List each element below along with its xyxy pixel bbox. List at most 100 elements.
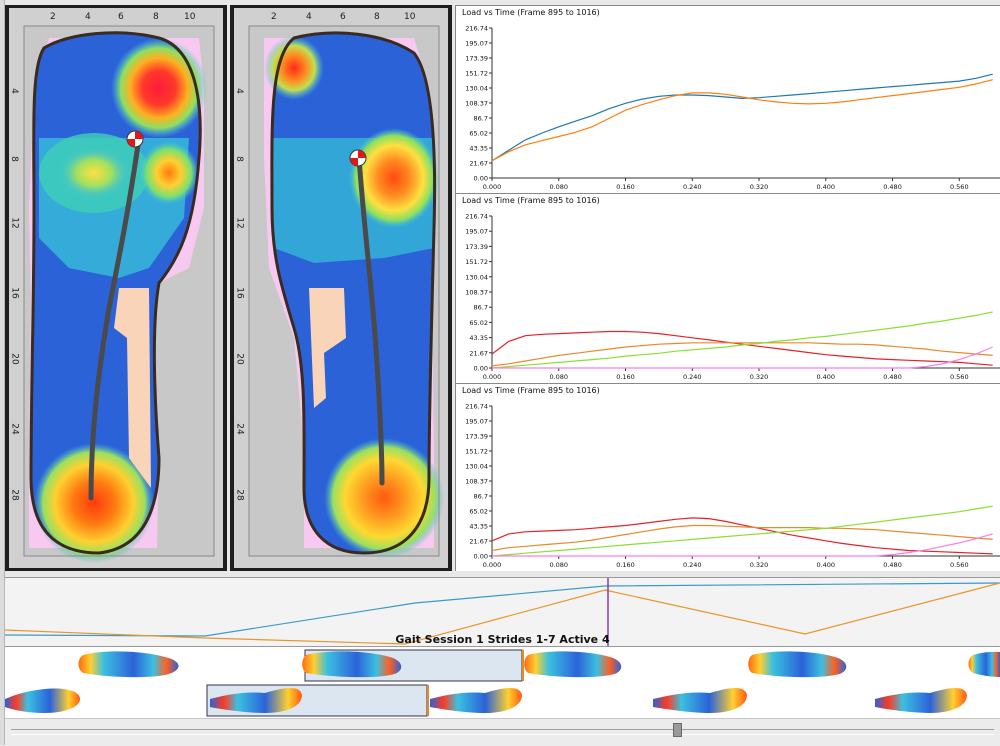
- right-foot-pressure-panel[interactable]: 2 4 6 8 10 4 8 12 16 20 24 28: [230, 5, 452, 571]
- y-tick-label: 130.04: [465, 273, 488, 281]
- y-tick-label: 86.7: [474, 304, 488, 312]
- x-tick-label: 0.000: [483, 561, 502, 569]
- timeline-scrollbar[interactable]: [5, 718, 1000, 746]
- left-foot-pressure-panel[interactable]: 2 4 6 8 10 4 8 12 16 20 24 28: [5, 5, 227, 571]
- x-tick-label: 4: [85, 12, 91, 22]
- stride-footprints: [5, 647, 1000, 719]
- left-foot-heatmap: [9, 8, 223, 568]
- graph-title: Load vs Time (Frame 895 to 1016): [462, 8, 600, 17]
- y-tick-label: 65.02: [469, 508, 488, 516]
- y-tick-label: 216.74: [465, 403, 488, 411]
- y-tick-label: 108.37: [465, 100, 488, 108]
- y-tick-label: 21.67: [469, 160, 488, 168]
- left-foot-canvas[interactable]: 2 4 6 8 10 4 8 12 16 20 24 28: [9, 8, 223, 568]
- x-tick-label: 0.560: [950, 183, 969, 191]
- x-tick-label: 0.080: [549, 561, 568, 569]
- x-tick-label: 0.000: [483, 183, 502, 191]
- y-tick-label: 24: [235, 423, 245, 434]
- stride-strip[interactable]: [5, 646, 1000, 719]
- y-tick-label: 151.72: [465, 448, 488, 456]
- load-graph-2[interactable]: Load vs Time (Frame 895 to 1016) 0.00 21.…: [455, 193, 1000, 383]
- x-tick-label: 0.480: [883, 561, 902, 569]
- graph-title: Load vs Time (Frame 895 to 1016): [462, 196, 600, 205]
- load-chart-2: 0.00 21.67 43.35 65.02 86.7 108.37 130.04 151.7…: [456, 194, 1000, 383]
- y-tick-label: 86.7: [474, 115, 488, 123]
- y-tick-label: 86.7: [474, 493, 488, 501]
- x-tick-label: 4: [306, 12, 312, 22]
- y-tick-label: 173.39: [465, 55, 488, 63]
- session-label: Gait Session 1 Strides 1-7 Active 4: [5, 633, 1000, 646]
- series-line: [492, 80, 993, 161]
- x-tick-label: 6: [340, 12, 346, 22]
- y-tick-label: 130.04: [465, 463, 488, 471]
- y-tick-label: 43.35: [469, 334, 488, 342]
- x-tick-label: 0.400: [816, 373, 835, 381]
- y-tick-label: 173.39: [465, 243, 488, 251]
- y-tick-label: 8: [234, 156, 244, 162]
- load-graph-1[interactable]: Load vs Time (Frame 895 to 1016) 0.00 21.…: [455, 5, 1000, 193]
- graph-title: Load vs Time (Frame 895 to 1016): [462, 386, 600, 395]
- series-line: [492, 347, 993, 368]
- y-tick-label: 24: [10, 423, 20, 434]
- right-foot-heatmap: [234, 8, 448, 568]
- scroll-thumb[interactable]: [673, 723, 682, 737]
- x-tick-label: 6: [118, 12, 124, 22]
- x-tick-label: 10: [404, 12, 415, 22]
- gait-timeline[interactable]: Gait Session 1 Strides 1-7 Active 4: [5, 577, 1000, 648]
- y-tick-label: 16: [10, 287, 20, 298]
- y-tick-label: 130.04: [465, 85, 488, 93]
- y-tick-label: 28: [235, 489, 245, 500]
- y-tick-label: 28: [10, 489, 20, 500]
- y-tick-label: 65.02: [469, 130, 488, 138]
- y-tick-label: 216.74: [465, 25, 488, 33]
- x-tick-label: 0.240: [683, 373, 702, 381]
- y-tick-label: 108.37: [465, 478, 488, 486]
- y-tick-label: 195.07: [465, 40, 488, 48]
- y-tick-label: 43.35: [469, 523, 488, 531]
- series-line: [492, 312, 993, 368]
- series-line: [492, 506, 993, 556]
- x-tick-label: 0.160: [616, 373, 635, 381]
- y-tick-label: 195.07: [465, 418, 488, 426]
- load-chart-3: 0.0021.6743.3565.0286.7108.37130.04151.7…: [456, 384, 1000, 571]
- x-tick-label: 8: [374, 12, 380, 22]
- y-tick-label: 4: [234, 88, 244, 94]
- y-tick-label: 0.00: [474, 553, 488, 561]
- x-tick-label: 0.480: [883, 373, 902, 381]
- x-tick-label: 0.080: [549, 183, 568, 191]
- series-line: [492, 343, 993, 366]
- y-tick-label: 0.00: [474, 175, 488, 183]
- x-tick-label: 0.320: [750, 373, 769, 381]
- scroll-track[interactable]: [11, 729, 994, 735]
- y-tick-label: 0.00: [474, 365, 488, 373]
- series-line: [492, 518, 993, 554]
- y-tick-label: 4: [9, 88, 19, 94]
- load-chart-1: 0.0021.6743.3565.0286.7108.37130.04151.7…: [456, 6, 1000, 193]
- y-tick-label: 151.72: [465, 258, 488, 266]
- series-line: [492, 534, 993, 556]
- stride-footprint: [79, 651, 1000, 677]
- y-tick-label: 21.67: [469, 349, 488, 357]
- x-tick-label: 0.480: [883, 183, 902, 191]
- x-tick-label: 0.240: [683, 183, 702, 191]
- x-tick-label: 0.000: [483, 373, 502, 381]
- x-tick-label: 0.160: [616, 183, 635, 191]
- x-tick-label: 0.160: [616, 561, 635, 569]
- y-tick-label: 20: [10, 353, 20, 364]
- y-tick-label: 108.37: [465, 289, 488, 297]
- series-line: [492, 526, 993, 551]
- x-tick-label: 8: [153, 12, 159, 22]
- right-foot-canvas[interactable]: 2 4 6 8 10 4 8 12 16 20 24 28: [234, 8, 448, 568]
- y-tick-label: 20: [235, 353, 245, 364]
- y-tick-label: 65.02: [469, 319, 488, 327]
- y-tick-label: 16: [235, 287, 245, 298]
- y-tick-label: 195.07: [465, 228, 488, 236]
- x-tick-label: 2: [271, 12, 277, 22]
- x-tick-label: 0.320: [750, 561, 769, 569]
- x-tick-label: 0.560: [950, 561, 969, 569]
- y-tick-label: 216.74: [465, 213, 488, 221]
- y-tick-label: 43.35: [469, 145, 488, 153]
- x-tick-label: 0.320: [750, 183, 769, 191]
- x-tick-label: 0.080: [549, 373, 568, 381]
